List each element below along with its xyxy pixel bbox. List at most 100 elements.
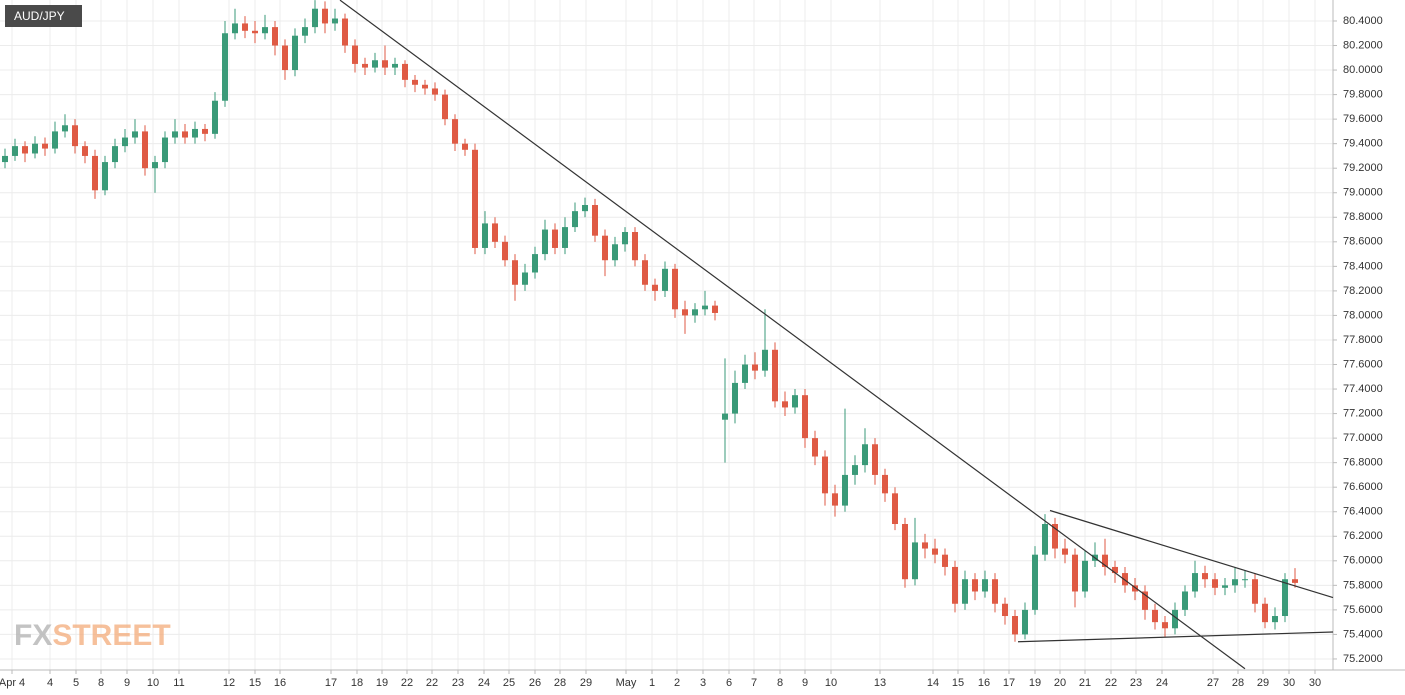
grid	[0, 0, 1333, 670]
x-tick-label: 17	[1003, 677, 1015, 689]
y-tick-label: 78.0000	[1343, 309, 1383, 321]
candle-body	[362, 63, 368, 68]
x-tick-label: 16	[274, 677, 286, 689]
candle-body	[982, 579, 988, 592]
x-tick-label: 29	[580, 677, 592, 689]
y-tick-label: 75.8000	[1343, 579, 1383, 591]
x-tick-label: 8	[777, 677, 783, 689]
candle-body	[1262, 603, 1268, 623]
candle-body	[92, 155, 98, 191]
x-tick-label: May	[616, 677, 637, 689]
y-tick-label: 78.6000	[1343, 236, 1383, 248]
candle-body	[412, 79, 418, 85]
candle-body	[1122, 573, 1128, 586]
candle-body	[822, 456, 828, 494]
x-tick-label: 11	[173, 677, 184, 689]
y-tick-label: 77.2000	[1343, 407, 1383, 419]
candle-body	[582, 205, 588, 212]
candle-body	[162, 137, 168, 163]
candle-body	[482, 223, 488, 248]
candle-body	[1052, 524, 1058, 549]
candle-body	[392, 63, 398, 68]
candle-body	[352, 45, 358, 64]
candle-body	[312, 8, 318, 28]
candle-body	[702, 305, 708, 310]
candle-body	[372, 60, 378, 68]
candle-body	[222, 33, 228, 101]
x-tick-label: 29	[1257, 677, 1269, 689]
candle-body	[1112, 566, 1118, 574]
x-tick-label: 22	[426, 677, 438, 689]
y-tick-label: 76.6000	[1343, 481, 1383, 493]
candle-body	[1232, 579, 1238, 586]
x-tick-label: 19	[376, 677, 388, 689]
x-tick-label: 6	[726, 677, 732, 689]
candle-body	[932, 548, 938, 555]
candle-body	[852, 465, 858, 475]
candle-body	[832, 493, 838, 506]
candle-body	[552, 229, 558, 248]
y-tick-label: 80.0000	[1343, 64, 1383, 76]
candle-body	[1242, 579, 1248, 581]
watermark: FXSTREET	[14, 619, 171, 652]
candle-body	[1102, 554, 1108, 567]
candle-body	[1032, 554, 1038, 610]
candle-body	[32, 143, 38, 154]
candle-body	[132, 131, 138, 138]
x-tick-label: 10	[825, 677, 837, 689]
candle-body	[1192, 573, 1198, 592]
candle-body	[1002, 603, 1008, 617]
candle-body	[1162, 622, 1168, 629]
candle-body	[172, 131, 178, 138]
x-tick-label: 30	[1283, 677, 1295, 689]
y-tick-label: 75.2000	[1343, 653, 1383, 665]
candle-body	[692, 309, 698, 316]
candle-body	[252, 30, 258, 34]
candle-body	[562, 227, 568, 248]
y-tick-label: 79.8000	[1343, 88, 1383, 100]
candle-body	[602, 235, 608, 261]
candle-body	[1042, 524, 1048, 555]
candle-body	[442, 94, 448, 120]
candle-body	[292, 35, 298, 71]
candle-body	[772, 349, 778, 402]
candle-body	[802, 395, 808, 439]
candle-body	[302, 27, 308, 36]
y-tick-label: 77.4000	[1343, 383, 1383, 395]
candle-body	[572, 211, 578, 228]
x-tick-label: 22	[1105, 677, 1117, 689]
candle-body	[342, 18, 348, 46]
y-tick-label: 78.2000	[1343, 285, 1383, 297]
candle-body	[642, 260, 648, 285]
x-tick-label: 8	[98, 677, 104, 689]
candle-body	[1012, 616, 1018, 635]
x-tick-label: Apr 4	[0, 677, 25, 689]
candle-body	[242, 23, 248, 31]
chart-title: AUD/JPY	[14, 9, 65, 23]
candle-body	[52, 131, 58, 149]
x-tick-label: 23	[1130, 677, 1142, 689]
candle-body	[1072, 554, 1078, 592]
candle-body	[72, 125, 78, 147]
trendline	[339, 0, 1246, 670]
y-tick-label: 77.0000	[1343, 432, 1383, 444]
watermark-street: STREET	[52, 619, 170, 652]
candle-body	[752, 364, 758, 371]
candle-body	[992, 579, 998, 604]
candle-body	[632, 232, 638, 261]
x-tick-label: 9	[802, 677, 808, 689]
x-tick-label: 30	[1309, 677, 1321, 689]
candle-body	[592, 205, 598, 236]
candle-body	[152, 162, 158, 169]
candle-body	[1222, 585, 1228, 588]
candle-body	[1282, 579, 1288, 617]
x-tick-label: 26	[529, 677, 541, 689]
x-tick-label: 23	[452, 677, 464, 689]
candle-body	[62, 125, 68, 132]
x-tick-label: 4	[47, 677, 53, 689]
candle-body	[1132, 585, 1138, 592]
candle-body	[192, 128, 198, 138]
x-tick-label: 28	[1232, 677, 1244, 689]
candle-body	[972, 579, 978, 592]
x-tick-label: 5	[73, 677, 79, 689]
